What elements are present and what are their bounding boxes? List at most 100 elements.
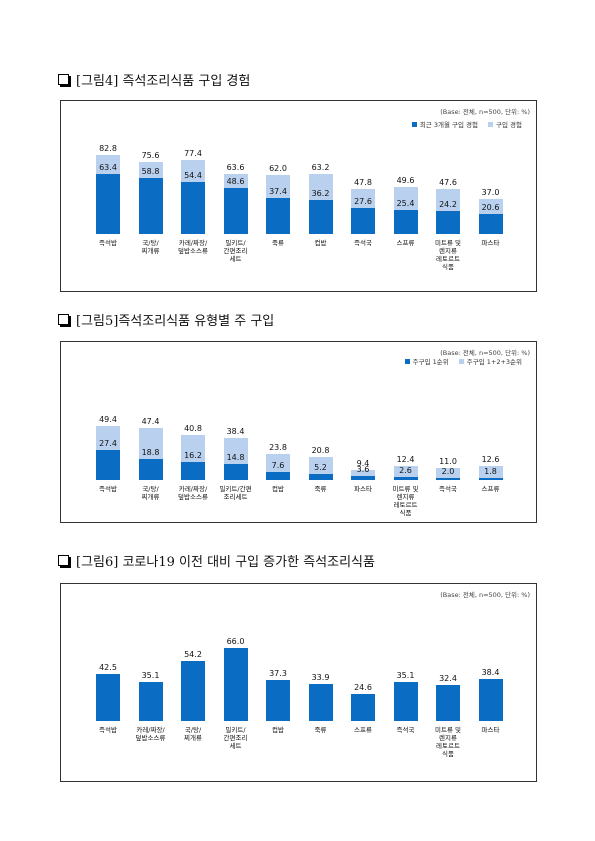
value-label: 48.6 — [226, 176, 245, 186]
value-label: 77.4 — [184, 149, 202, 159]
bar — [138, 459, 163, 480]
category-label: 국/탕/ 찌개류 — [141, 239, 160, 255]
legend-swatch — [458, 358, 464, 364]
category-label: 죽류 — [314, 726, 327, 734]
value-label: 12.6 — [481, 455, 500, 465]
legend-label: 주구입 1+2+3순위 — [466, 358, 522, 366]
value-label: 40.8 — [184, 424, 202, 434]
legend-item: 주구입 1순위 — [404, 356, 449, 366]
value-label: 47.6 — [439, 177, 457, 187]
value-label: 54.2 — [184, 650, 202, 660]
chart-box: (Base: 전체, n=500, 단위: %) 최근 3개월 구입 경험 구입 경… — [60, 100, 537, 292]
value-label: 35.1 — [396, 671, 415, 681]
bar — [436, 685, 460, 721]
bar — [181, 661, 205, 721]
category-label: 파스타 — [481, 726, 500, 734]
value-label: 37.3 — [269, 668, 287, 678]
bar — [393, 209, 418, 234]
value-label: 63.6 — [226, 162, 245, 172]
value-label: 36.2 — [311, 188, 330, 198]
value-label: 24.6 — [354, 682, 372, 692]
value-label: 14.8 — [226, 452, 245, 462]
category-label: 즉석국 — [439, 485, 457, 493]
category-label: 밀키트/ 간편조리 세트 — [223, 726, 248, 750]
legend-swatch — [404, 358, 410, 364]
category-label: 스프류 — [481, 485, 500, 493]
legend-swatch — [411, 121, 417, 127]
value-label: 3.6 — [356, 465, 370, 475]
legend-item: 최근 3개월 구입 경험 — [411, 119, 478, 129]
value-label: 58.8 — [141, 167, 160, 177]
value-label: 7.6 — [271, 460, 285, 470]
value-label: 18.8 — [141, 448, 160, 458]
bar — [393, 682, 418, 721]
legend: 주구입 1순위 주구입 1+2+3순위 — [404, 356, 522, 366]
category-label: 즉석밥 — [99, 485, 117, 493]
category-label: 미트류 및 렌지류 레토르트 식품 — [392, 485, 419, 517]
chart-note: (Base: 전체, n=500, 단위: %) — [440, 349, 530, 357]
bar — [138, 178, 163, 234]
category-label: 컵밥 — [272, 485, 284, 493]
value-label: 16.2 — [184, 451, 202, 461]
category-label: 스프류 — [354, 726, 372, 734]
category-label: 국/탕/ 찌개류 — [184, 726, 202, 742]
bar — [181, 462, 205, 480]
category-label: 즉석국 — [396, 726, 415, 734]
bar — [266, 679, 290, 721]
legend: 최근 3개월 구입 경험 구입 경험 — [411, 119, 522, 129]
value-label: 12.4 — [396, 455, 415, 465]
legend-swatch — [488, 121, 493, 127]
bar — [96, 449, 120, 480]
category-label: 카레/짜장/ 덮밥소스류 — [135, 726, 166, 742]
chart-note: (Base: 전체, n=500, 단위: %) — [440, 108, 530, 116]
value-label: 27.6 — [354, 196, 372, 206]
bar — [478, 678, 503, 721]
bar — [436, 211, 460, 234]
value-label: 54.4 — [184, 171, 202, 181]
value-label: 27.4 — [99, 438, 117, 448]
category-label: 컵밥 — [314, 239, 327, 247]
category-label: 즉석국 — [354, 239, 372, 247]
category-label: 죽류 — [272, 239, 284, 247]
bar — [351, 693, 375, 721]
bar — [478, 466, 503, 480]
category-label: 컵밥 — [272, 726, 284, 734]
value-label: 23.8 — [269, 442, 287, 452]
category-label: 죽류 — [314, 485, 327, 493]
bar — [181, 182, 205, 234]
chart-box: (Base: 전체, n=500, 단위: %) 즉석밥 카레/짜장/ 덮밥소스류 국… — [60, 583, 537, 782]
value-label: 5.2 — [314, 463, 327, 473]
bar — [351, 469, 375, 480]
value-label: 82.8 — [99, 144, 117, 154]
bar — [308, 199, 333, 234]
bar — [223, 187, 248, 234]
value-label: 2.0 — [441, 466, 455, 476]
chart-title: [그림6] 코로나19 이전 대비 구입 증가한 즉석조리식품 — [76, 555, 375, 570]
value-label: 32.4 — [439, 674, 457, 684]
value-label: 47.4 — [141, 416, 160, 426]
legend-label: 최근 3개월 구입 경험 — [419, 121, 478, 129]
value-label: 2.6 — [399, 466, 412, 476]
checkbox-icon — [58, 74, 69, 85]
bar — [308, 474, 333, 480]
bar — [351, 476, 375, 480]
value-label: 1.8 — [484, 467, 497, 477]
bar — [478, 214, 503, 234]
value-label: 20.8 — [311, 446, 330, 456]
chart-title: [그림5]즉석조리식품 유형별 주 구입 — [76, 314, 275, 329]
value-label: 62.0 — [269, 164, 287, 174]
legend-label: 주구입 1순위 — [412, 358, 449, 366]
category-label: 밀키트/간편 조리세트 — [219, 485, 252, 501]
value-label: 37.4 — [269, 187, 287, 197]
value-label: 35.1 — [141, 671, 160, 681]
legend-item: 주구입 1+2+3순위 — [458, 356, 522, 366]
value-label: 38.4 — [481, 667, 500, 677]
bar — [351, 207, 375, 234]
bar — [308, 683, 333, 721]
value-label: 20.6 — [481, 203, 500, 213]
value-label: 47.8 — [354, 177, 372, 187]
bar — [393, 466, 418, 480]
value-label: 49.4 — [99, 414, 117, 424]
legend-item: 구입 경험 — [488, 119, 522, 129]
